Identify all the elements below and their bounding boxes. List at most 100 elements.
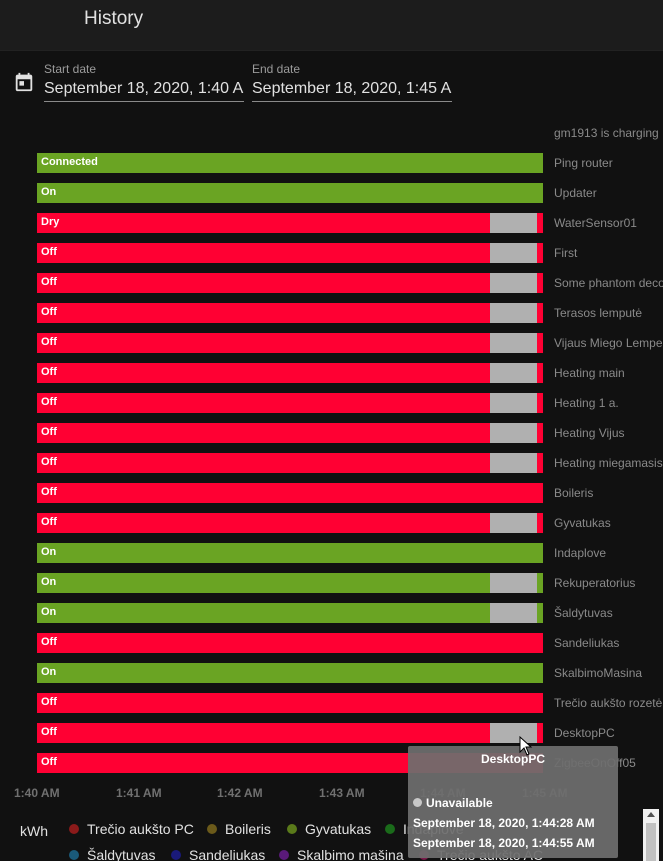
state-segment[interactable]: Connected (37, 153, 543, 173)
tooltip-title: DesktopPC (480, 752, 545, 766)
state-segment[interactable] (490, 243, 537, 263)
timeline-bar[interactable]: Off (37, 363, 543, 383)
state-segment[interactable]: Off (37, 453, 490, 473)
entity-name: Heating miegamasis (554, 456, 663, 470)
state-segment[interactable] (537, 273, 543, 293)
state-segment[interactable] (537, 303, 543, 323)
timeline-bar[interactable]: Off (37, 303, 543, 323)
state-segment[interactable] (490, 303, 537, 323)
entity-name: gm1913 is charging (554, 126, 659, 140)
state-segment[interactable]: On (37, 183, 543, 203)
end-date-value[interactable]: September 18, 2020, 1:45 AM (252, 80, 452, 97)
state-label: On (41, 186, 57, 198)
state-segment[interactable] (490, 273, 537, 293)
timeline-bar[interactable]: Off (37, 723, 543, 743)
state-segment[interactable] (537, 723, 543, 743)
legend-item[interactable]: Sandeliukas (171, 847, 265, 861)
timeline-bar[interactable]: On (37, 663, 543, 683)
state-segment[interactable] (537, 513, 543, 533)
timeline-bar[interactable]: Off (37, 243, 543, 263)
entity-name: Boileris (554, 486, 594, 500)
state-segment[interactable] (490, 333, 537, 353)
timeline-bar[interactable]: Off (37, 693, 543, 713)
legend-item[interactable]: Trečio aukšto PC (69, 821, 194, 837)
state-segment[interactable]: Off (37, 243, 490, 263)
state-segment[interactable] (490, 453, 537, 473)
state-segment[interactable] (537, 423, 543, 443)
scroll-up-icon[interactable] (647, 812, 655, 817)
state-segment[interactable] (490, 513, 537, 533)
state-segment[interactable] (490, 213, 537, 233)
state-segment[interactable]: Off (37, 333, 490, 353)
timeline-bar[interactable]: Off (37, 393, 543, 413)
state-segment[interactable] (537, 333, 543, 353)
state-label: Off (41, 366, 57, 378)
state-segment[interactable]: Dry (37, 213, 490, 233)
state-segment[interactable]: On (37, 573, 490, 593)
app-header: History (0, 0, 663, 51)
timeline-row: Off Heating miegamasis (0, 448, 663, 478)
state-segment[interactable] (490, 393, 537, 413)
timeline-bar[interactable]: Off (37, 333, 543, 353)
timeline-row: Off Boileris (0, 478, 663, 508)
state-segment[interactable] (537, 453, 543, 473)
state-segment[interactable]: Off (37, 483, 543, 503)
state-label: Off (41, 276, 57, 288)
state-segment[interactable]: Off (37, 423, 490, 443)
scroll-thumb[interactable] (646, 823, 656, 861)
timeline-bar[interactable]: Off (37, 633, 543, 653)
start-date-value[interactable]: September 18, 2020, 1:40 AM (44, 80, 244, 97)
end-date-field[interactable]: End date September 18, 2020, 1:45 AM (252, 62, 452, 110)
page-scrollbar[interactable] (643, 809, 659, 861)
calendar-icon[interactable] (13, 71, 35, 93)
end-date-underline (252, 101, 452, 102)
state-segment[interactable]: Off (37, 363, 490, 383)
state-segment[interactable] (537, 363, 543, 383)
start-date-underline (44, 101, 244, 102)
timeline-bar[interactable]: Off (37, 423, 543, 443)
timeline-row: Off Heating 1 a. (0, 388, 663, 418)
state-label: Dry (41, 216, 60, 228)
timeline-bar[interactable]: On (37, 603, 543, 623)
state-segment[interactable] (537, 393, 543, 413)
legend-item[interactable]: Gyvatukas (287, 821, 371, 837)
entity-name: Šaldytuvas (554, 606, 613, 620)
start-date-field[interactable]: Start date September 18, 2020, 1:40 AM (44, 62, 244, 110)
state-segment[interactable] (537, 573, 543, 593)
state-segment[interactable] (490, 423, 537, 443)
state-segment[interactable]: On (37, 543, 543, 563)
legend-item[interactable]: Boileris (207, 821, 271, 837)
state-segment[interactable] (490, 723, 537, 743)
state-segment[interactable]: On (37, 603, 490, 623)
state-segment[interactable] (537, 243, 543, 263)
state-segment[interactable]: Off (37, 693, 543, 713)
state-segment[interactable] (490, 603, 537, 623)
state-segment[interactable]: Off (37, 633, 543, 653)
timeline-bar[interactable]: Off (37, 453, 543, 473)
timeline-bar[interactable]: Off (37, 513, 543, 533)
state-segment[interactable]: Off (37, 393, 490, 413)
state-segment[interactable]: Off (37, 723, 490, 743)
timeline-bar[interactable]: Connected (37, 153, 543, 173)
state-label: Off (41, 756, 57, 768)
state-segment[interactable] (537, 213, 543, 233)
state-segment[interactable] (490, 363, 537, 383)
timeline-bar[interactable]: Dry (37, 213, 543, 233)
state-segment[interactable]: Off (37, 273, 490, 293)
entity-name: Rekuperatorius (554, 576, 636, 590)
timeline-bar[interactable] (37, 123, 543, 143)
timeline-bar[interactable]: Off (37, 273, 543, 293)
legend-dot-icon (69, 850, 79, 860)
timeline-bar[interactable]: Off (37, 483, 543, 503)
state-segment[interactable]: Off (37, 513, 490, 533)
legend-item[interactable]: Skalbimo mašina (279, 847, 404, 861)
state-segment[interactable] (490, 573, 537, 593)
state-segment[interactable]: On (37, 663, 543, 683)
legend-item[interactable]: Šaldytuvas (69, 847, 155, 861)
state-segment[interactable]: Off (37, 303, 490, 323)
timeline-bar[interactable]: On (37, 183, 543, 203)
end-date-label: End date (252, 62, 301, 76)
timeline-bar[interactable]: On (37, 573, 543, 593)
timeline-bar[interactable]: On (37, 543, 543, 563)
state-segment[interactable] (537, 603, 543, 623)
